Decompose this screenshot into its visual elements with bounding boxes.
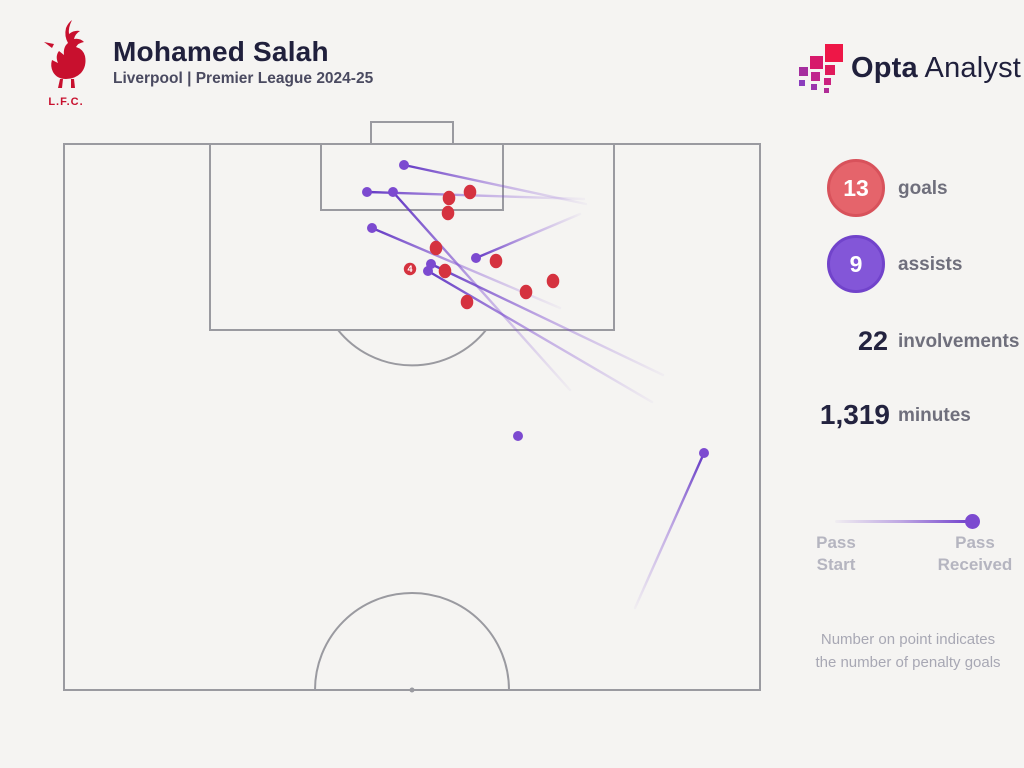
pass-legend-line [835, 520, 967, 523]
opta-analyst-logo: Opta Analyst [797, 44, 1024, 94]
pitch-lines [63, 121, 761, 693]
liverbird-icon [44, 20, 86, 88]
involvements-count: 22 [857, 326, 888, 356]
page-subtitle: Liverpool | Premier League 2024-25 [113, 70, 374, 87]
opta-mark-icon [797, 44, 845, 93]
assists-label: assists [898, 254, 963, 275]
penalty-footnote: Number on point indicates the number of … [815, 631, 1001, 671]
svg-text:4: 4 [407, 264, 412, 274]
opta-wordmark: Opta Analyst [851, 52, 1022, 84]
club-abbreviation: L.F.C. [48, 96, 84, 108]
assist-pass-lines [362, 160, 709, 610]
goals-label: goals [898, 178, 948, 199]
minutes-label: minutes [898, 405, 971, 426]
minutes-count: 1,319 [819, 399, 890, 430]
page-title: Mohamed Salah [113, 36, 329, 67]
goal-points: 4 [403, 184, 560, 310]
goals-count: 13 [843, 174, 869, 201]
pass-received-dot-icon [965, 514, 980, 529]
assists-count: 9 [849, 250, 863, 277]
legend-pass-start: Pass Start [816, 533, 856, 574]
assists-count-badge: 9 [827, 235, 885, 293]
legend-pass-received: Pass Received [937, 533, 1013, 574]
liverpool-crest: L.F.C. [38, 18, 94, 108]
involvements-label: involvements [898, 331, 1020, 352]
goals-count-badge: 13 [827, 159, 885, 217]
